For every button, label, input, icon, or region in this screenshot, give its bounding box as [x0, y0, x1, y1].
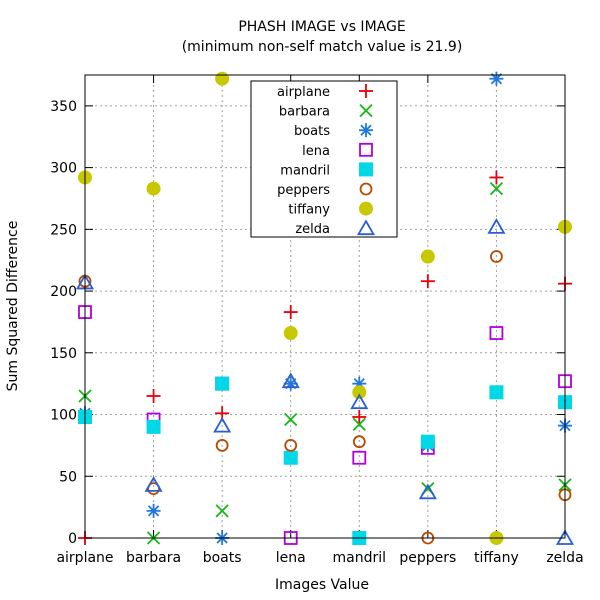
legend-marker-boats [359, 123, 373, 138]
data-point-airplane-barbara [146, 389, 161, 404]
chart-title: PHASH IMAGE vs IMAGE [238, 19, 405, 35]
legend-marker-airplane [359, 84, 373, 98]
data-point-airplane-peppers [420, 274, 435, 289]
legend-label-lena: lena [302, 144, 330, 159]
grid-lines [85, 75, 565, 538]
data-point-zelda-mandril [350, 393, 369, 410]
data-point-zelda-barbara [144, 476, 163, 492]
legend-label-mandril: mandril [280, 163, 330, 178]
legend-marker-zelda [356, 219, 376, 236]
data-point-barbara-mandril [352, 417, 366, 432]
data-point-barbara-boats [215, 504, 229, 518]
data-point-boats-barbara [146, 503, 161, 518]
y-tick-label: 150 [50, 346, 77, 362]
legend-marker-lena [359, 142, 373, 157]
data-point-mandril-boats [215, 376, 230, 391]
chart-subtitle: (minimum non-self match value is 21.9) [182, 39, 463, 55]
data-point-mandril-tiffany [489, 385, 504, 400]
data-point-peppers-boats [215, 438, 229, 452]
y-tick-label: 300 [50, 161, 77, 177]
legend-label-zelda: zelda [295, 222, 330, 237]
data-point-airplane-mandril [352, 410, 367, 425]
legend-marker-peppers [359, 182, 373, 196]
y-axis-label: Sum Squared Difference [5, 221, 21, 392]
data-point-lena-tiffany [489, 326, 504, 340]
y-tick-label: 50 [59, 469, 77, 485]
legend-marker-barbara [359, 103, 373, 118]
x-tick-label: mandril [333, 550, 387, 566]
x-tick-label: airplane [56, 550, 113, 566]
legend-label-boats: boats [294, 124, 330, 139]
legend: airplane barbara boats lena mandril peppers ti… [250, 80, 398, 238]
legend-marker-mandril [359, 162, 373, 177]
data-point-peppers-tiffany [490, 250, 503, 263]
data-point-barbara-tiffany [489, 181, 504, 196]
data-point-zelda-tiffany [487, 218, 506, 234]
legend-label-tiffany: tiffany [288, 203, 330, 218]
data-point-tiffany-peppers [420, 249, 435, 264]
data-point-peppers-mandril [352, 435, 366, 449]
x-tick-labels: airplane barbara boats lena mandril peppers ti… [56, 550, 583, 566]
y-tick-label: 350 [50, 99, 77, 115]
x-tick-label: lena [276, 550, 306, 566]
x-tick-label: tiffany [474, 550, 519, 566]
y-tick-label: 100 [50, 408, 77, 424]
data-point-tiffany-lena [283, 326, 298, 341]
x-tick-label: barbara [126, 550, 181, 566]
data-point-mandril-peppers [420, 434, 435, 449]
y-tick-labels: 0 50 100 150 200 250 300 350 [50, 99, 77, 547]
data-point-tiffany-barbara [146, 181, 161, 196]
legend-label-barbara: barbara [279, 105, 330, 120]
legend-marker-tiffany [359, 201, 373, 216]
data-point-airplane-lena [283, 305, 298, 320]
data-point-zelda-lena [281, 372, 300, 389]
x-axis-label: Images Value [275, 577, 369, 593]
y-tick-label: 0 [68, 531, 77, 547]
data-point-airplane-tiffany [489, 170, 504, 185]
data-point-boats-tiffany [489, 71, 504, 86]
y-tick-label: 250 [50, 222, 77, 238]
x-tick-label: boats [203, 550, 242, 566]
data-point-peppers-lena [284, 438, 298, 452]
data-point-barbara-lena [284, 412, 298, 427]
x-tick-label: zelda [546, 550, 583, 566]
data-point-zelda-boats [213, 416, 232, 433]
plot-frame [84, 74, 566, 539]
data-point-mandril-barbara [146, 419, 161, 434]
legend-box [250, 80, 398, 238]
y-tick-label: 200 [50, 284, 77, 300]
data-point-tiffany-boats [215, 71, 230, 86]
legend-label-peppers: peppers [277, 183, 330, 198]
x-tick-label: peppers [399, 550, 456, 566]
data-point-lena-mandril [352, 450, 367, 465]
data-point-zelda-peppers [418, 483, 437, 500]
data-point-tiffany-mandril [352, 385, 367, 400]
legend-label-airplane: airplane [277, 85, 330, 100]
data-point-mandril-lena [283, 450, 298, 465]
